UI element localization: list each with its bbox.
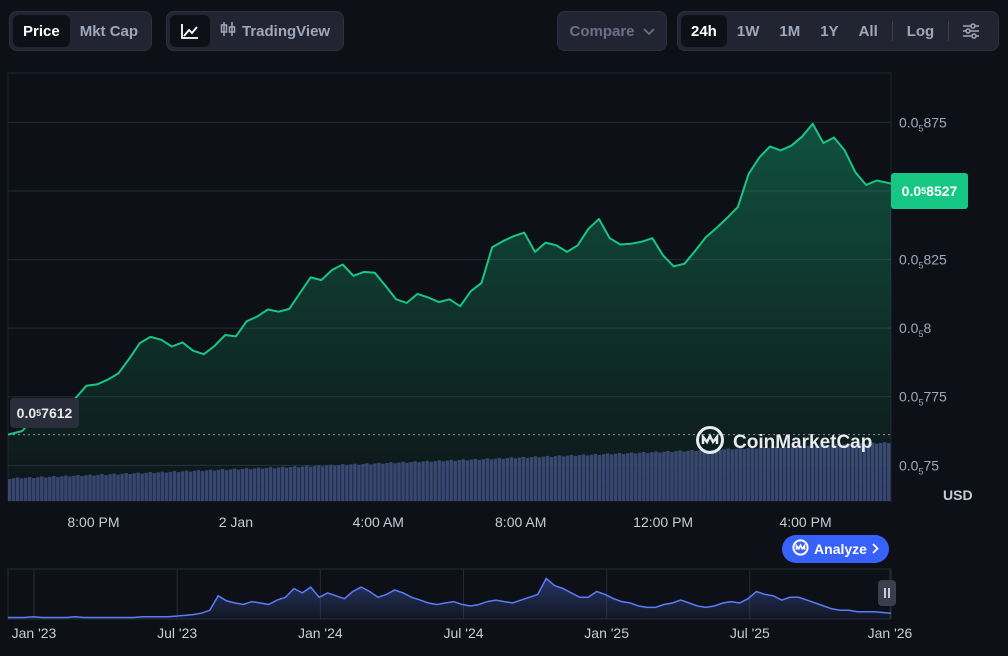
x-tick-label: 8:00 PM bbox=[67, 514, 119, 530]
x-tick-label: 8:00 AM bbox=[495, 514, 546, 530]
watermark: CoinMarketCap bbox=[695, 425, 872, 461]
navigator-tick-label: Jan '26 bbox=[868, 625, 913, 641]
y-tick-label: 0.05775 bbox=[899, 389, 947, 408]
navigator-line bbox=[8, 577, 892, 619]
range-1w[interactable]: 1W bbox=[736, 22, 760, 40]
watermark-label: CoinMarketCap bbox=[733, 432, 873, 453]
y-tick-label: 0.0575 bbox=[899, 457, 939, 476]
y-tick-label: 0.058 bbox=[899, 320, 931, 339]
price-prefix: 0.0 bbox=[901, 183, 922, 199]
low-sub: 5 bbox=[36, 408, 42, 418]
navigator-tick-label: Jul '23 bbox=[157, 625, 197, 641]
range-toggle: 24h 1W 1M 1Y All Log bbox=[677, 11, 999, 51]
low-price-label: 0.0 5 7612 bbox=[10, 398, 79, 428]
chart-toolbar: Price Mkt Cap TradingView Compare 24h 1W… bbox=[9, 11, 999, 51]
x-tick-label: 2 Jan bbox=[219, 514, 253, 530]
tab-price[interactable]: Price bbox=[13, 15, 70, 47]
chart-style-toggle: TradingView bbox=[166, 11, 345, 51]
tab-mkt-cap[interactable]: Mkt Cap bbox=[79, 22, 139, 40]
toolbar-divider bbox=[948, 21, 950, 41]
range-1m[interactable]: 1M bbox=[779, 22, 801, 40]
navigator-tick-label: Jul '25 bbox=[730, 625, 770, 641]
cmc-logo-icon bbox=[792, 539, 809, 559]
toolbar-divider bbox=[891, 21, 893, 41]
range-1y[interactable]: 1Y bbox=[820, 22, 839, 40]
analyze-label: Analyze bbox=[814, 541, 867, 557]
price-line bbox=[7, 122, 892, 436]
tradingview-label: TradingView bbox=[242, 22, 331, 40]
log-toggle[interactable]: Log bbox=[906, 22, 935, 40]
price-area bbox=[8, 123, 891, 502]
view-toggle: Price Mkt Cap bbox=[9, 11, 153, 51]
navigator-tick-label: Jan '25 bbox=[584, 625, 629, 641]
navigator-tick-label: Jul '24 bbox=[443, 625, 483, 641]
chevron-right-icon bbox=[872, 541, 879, 557]
x-tick-label: 4:00 AM bbox=[353, 514, 404, 530]
sliders-icon[interactable] bbox=[953, 15, 989, 47]
y-tick-label: 0.05825 bbox=[899, 252, 947, 271]
price-sub: 5 bbox=[921, 186, 927, 196]
candlestick-icon bbox=[220, 21, 236, 41]
line-chart-icon[interactable] bbox=[170, 15, 210, 47]
range-24h[interactable]: 24h bbox=[681, 15, 727, 47]
low-digits: 7612 bbox=[41, 405, 73, 421]
navigator-tick-label: Jan '23 bbox=[12, 625, 57, 641]
price-digits: 8527 bbox=[926, 183, 958, 199]
navigator-area bbox=[8, 578, 891, 619]
cmc-logo-icon bbox=[695, 425, 725, 461]
analyze-button[interactable]: Analyze bbox=[782, 535, 889, 563]
low-prefix: 0.0 bbox=[16, 405, 37, 421]
compare-label: Compare bbox=[569, 22, 635, 40]
current-price-label: 0.0 5 8527 bbox=[891, 173, 968, 209]
unit-label: USD bbox=[943, 487, 973, 503]
tradingview-button[interactable]: TradingView bbox=[210, 15, 340, 47]
x-tick-label: 12:00 PM bbox=[633, 514, 693, 530]
chevron-down-icon bbox=[642, 23, 655, 40]
pause-icon[interactable] bbox=[878, 580, 896, 606]
y-tick-label: 0.05875 bbox=[899, 114, 947, 133]
x-tick-label: 4:00 PM bbox=[779, 514, 831, 530]
navigator-tick-label: Jan '24 bbox=[298, 625, 343, 641]
range-all[interactable]: All bbox=[858, 22, 878, 40]
compare-dropdown[interactable]: Compare bbox=[557, 11, 667, 51]
